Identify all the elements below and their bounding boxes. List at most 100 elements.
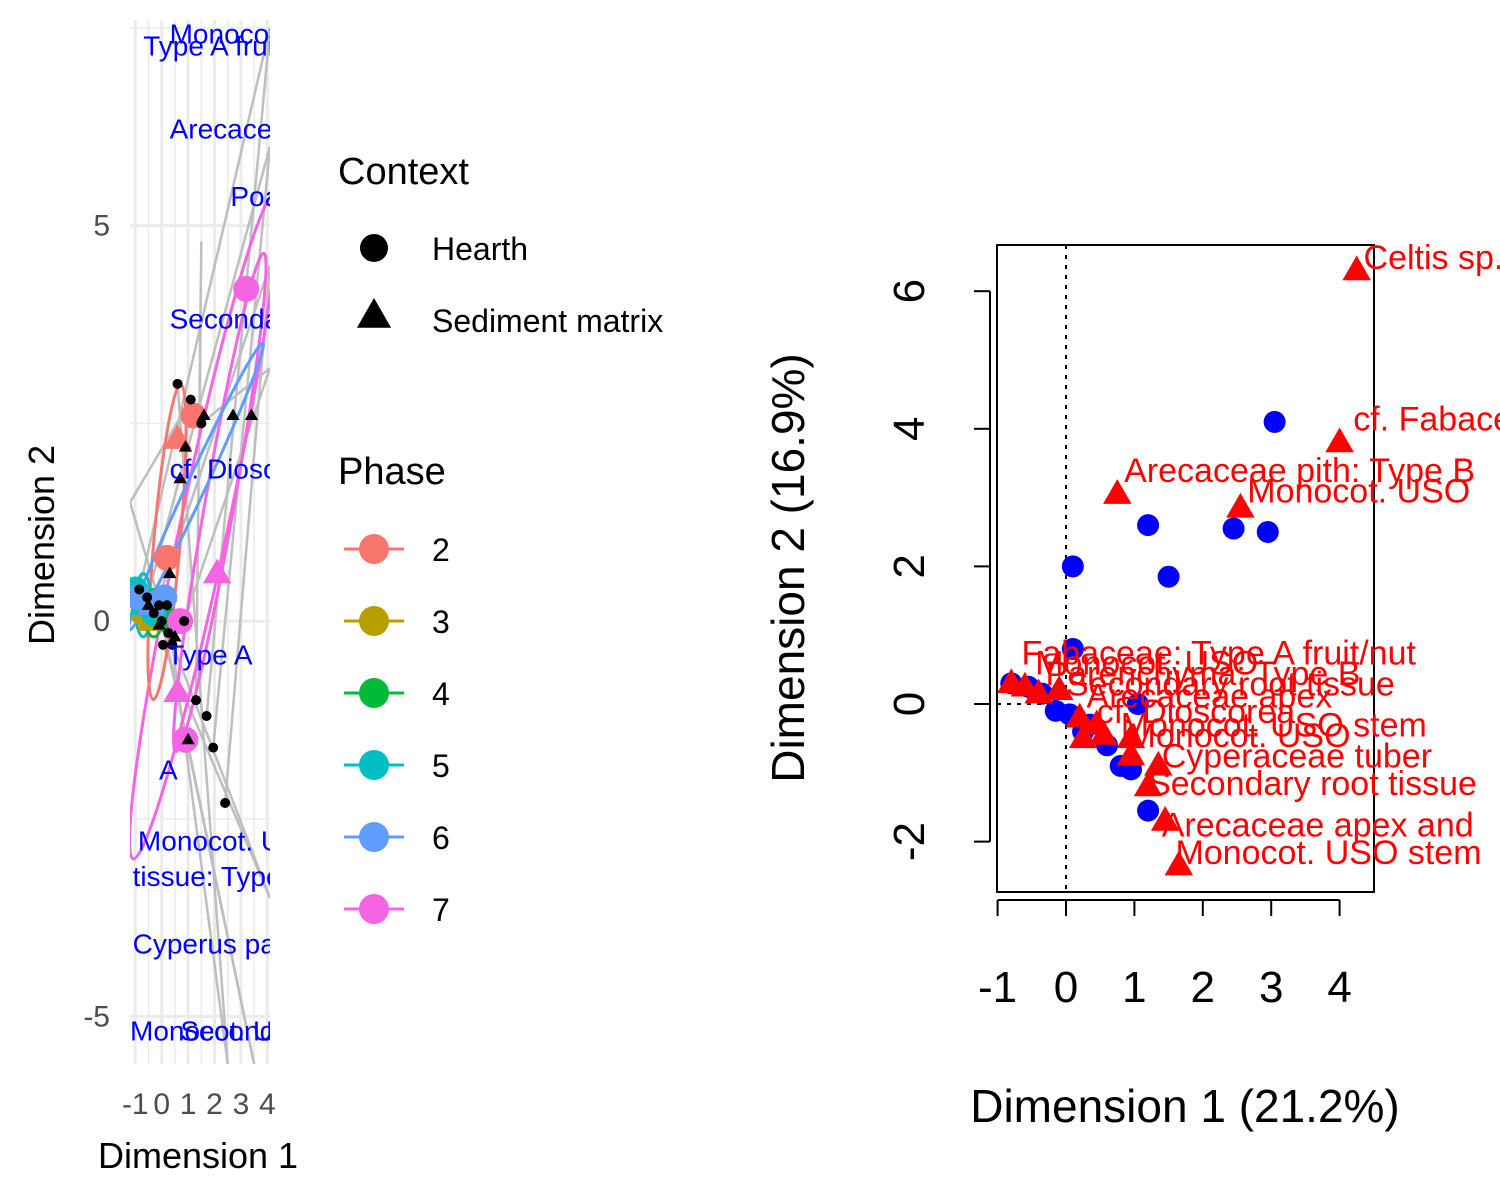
right-hearth-point — [1157, 565, 1180, 588]
legend-phase-label: 3 — [432, 604, 450, 640]
right-point-label: Monocot. USO stem — [1175, 834, 1481, 872]
right-sediment-point — [1065, 702, 1094, 728]
right-point-label: Secondary root tissue — [1148, 765, 1477, 803]
left-x-tick-label: 1 — [180, 1088, 197, 1121]
left-hearth-point — [191, 695, 202, 706]
right-point-label: Cyperaceae tuber — [1162, 738, 1432, 776]
right-y-tick-label: 2 — [885, 554, 934, 578]
right-y-tick-label: 0 — [885, 692, 934, 716]
legend-phase-key-dot — [359, 606, 389, 636]
left-text-label: cf. Dioscorea — [170, 454, 334, 485]
right-point-labels: Celtis sp. cf. Fabaceae Arecaceae pith: Ty… — [1022, 239, 1500, 872]
left-x-tick-labels: -1 0 1 2 3 4 — [122, 1088, 276, 1121]
left-text-label: Poaceae — [230, 181, 341, 212]
right-sediment-point — [1103, 479, 1132, 504]
right-point-label: cf. Fabaceae — [1353, 400, 1500, 438]
legend-phase-items: 2 3 4 5 6 7 — [344, 532, 450, 928]
left-text-label: Type A fruit/nut — [143, 31, 328, 62]
left-y-tick-label: 0 — [93, 605, 110, 638]
right-x-axis-label: Dimension 1 (21.2%) — [970, 1080, 1400, 1132]
left-hearth-point — [134, 584, 145, 595]
left-hearth-point — [172, 378, 183, 389]
left-gray-connector — [211, 146, 270, 748]
left-phase-point — [153, 544, 180, 571]
legend-phase-label: 7 — [432, 892, 450, 928]
right-plot-frame — [996, 244, 1375, 893]
right-point-label: Monocot. USO — [1128, 717, 1351, 755]
right-hearth-point — [1061, 555, 1084, 578]
legend-context-label: Hearth — [432, 231, 528, 267]
right-point-label: Celtis sp. — [1364, 239, 1500, 277]
right-y-tick-label: 6 — [885, 279, 934, 303]
left-text-label: Monocot. USO — [170, 19, 354, 50]
left-gray-connector — [138, 27, 270, 590]
left-phase-ellipse — [172, 251, 268, 754]
left-hearth-point — [208, 742, 219, 753]
legend-phase-label: 6 — [432, 820, 450, 856]
right-points — [997, 255, 1371, 876]
right-x-tick-label: -1 — [978, 963, 1017, 1012]
left-hearth-point — [161, 600, 172, 611]
right-point-label: Arecaceae pith: Type B — [1124, 452, 1475, 490]
right-x-tick-label: 3 — [1259, 963, 1283, 1012]
left-sediment-point — [141, 598, 156, 610]
left-hearth-point — [163, 627, 174, 638]
right-point-label: cf. Dioscorea — [1097, 693, 1295, 731]
right-point-label: Monocot. USO stem — [1121, 707, 1427, 745]
left-x-tick-label: -1 — [122, 1088, 149, 1121]
left-hearth-point — [220, 798, 231, 808]
left-hearth-point — [196, 418, 207, 429]
left-text-label: Monocot. USO — [138, 825, 322, 856]
legend-phase-key-dot — [359, 750, 389, 780]
legend-context-items: Hearth Sediment matrix — [356, 231, 663, 339]
right-sediment-point — [1342, 255, 1371, 281]
right-sediment-point — [1164, 850, 1194, 876]
left-gray-connector — [194, 241, 203, 701]
legend-phase-title: Phase — [338, 451, 446, 493]
right-hearth-point — [1061, 637, 1084, 660]
left-hearth-point — [142, 592, 153, 603]
right-sediment-point — [1116, 740, 1146, 766]
left-x-tick-label: 4 — [259, 1088, 276, 1121]
right-hearth-point — [1256, 521, 1279, 543]
right-x-tick-label: 2 — [1191, 963, 1215, 1012]
left-hearth-point — [154, 600, 165, 611]
legend-phase-label: 2 — [432, 532, 450, 568]
right-sediment-point — [1024, 678, 1053, 704]
left-sediment-point — [178, 440, 193, 452]
right-y-tick-label: -2 — [885, 822, 934, 861]
left-hearth-point — [148, 608, 159, 619]
right-point-label: Fabaceae: Type A fruit/nut — [1022, 634, 1417, 672]
right-x-tick-label: 0 — [1054, 963, 1078, 1012]
right-point-label: Secondary root tissue — [1066, 665, 1395, 703]
left-text-label: Secondary — [180, 1015, 314, 1046]
legend-phase-label: 4 — [432, 676, 450, 712]
left-sediment-point — [162, 566, 177, 579]
left-sediment-point — [226, 408, 240, 421]
left-phase-point — [233, 275, 260, 302]
left-y-tick-label: -5 — [83, 1001, 110, 1034]
left-phase-ellipse — [130, 341, 265, 632]
left-y-axis-label: Dimension 2 — [21, 445, 62, 645]
right-sediment-point — [1325, 427, 1354, 453]
left-hearth-point — [167, 639, 178, 650]
left-y-tick-labels: -5 0 5 — [83, 210, 110, 1034]
left-hearth-point — [201, 711, 212, 721]
right-hearth-point — [1137, 514, 1160, 537]
left-phase-point — [163, 677, 192, 703]
left-text-label: Monocot. USO — [130, 1015, 314, 1046]
left-gray-connector — [167, 632, 270, 899]
right-sediment-point — [1044, 675, 1074, 700]
left-points — [130, 275, 260, 808]
left-x-axis-label: Dimension 1 — [98, 1135, 298, 1176]
left-sediment-point — [197, 408, 211, 421]
left-gray-connector — [145, 146, 270, 598]
right-sediment-point — [1150, 805, 1180, 831]
legend-phase-key-dot — [359, 894, 389, 924]
left-sediment-point — [152, 618, 166, 630]
legend-sediment-key — [356, 298, 392, 328]
right-point-label: Arecaceae apex and — [1162, 806, 1474, 844]
